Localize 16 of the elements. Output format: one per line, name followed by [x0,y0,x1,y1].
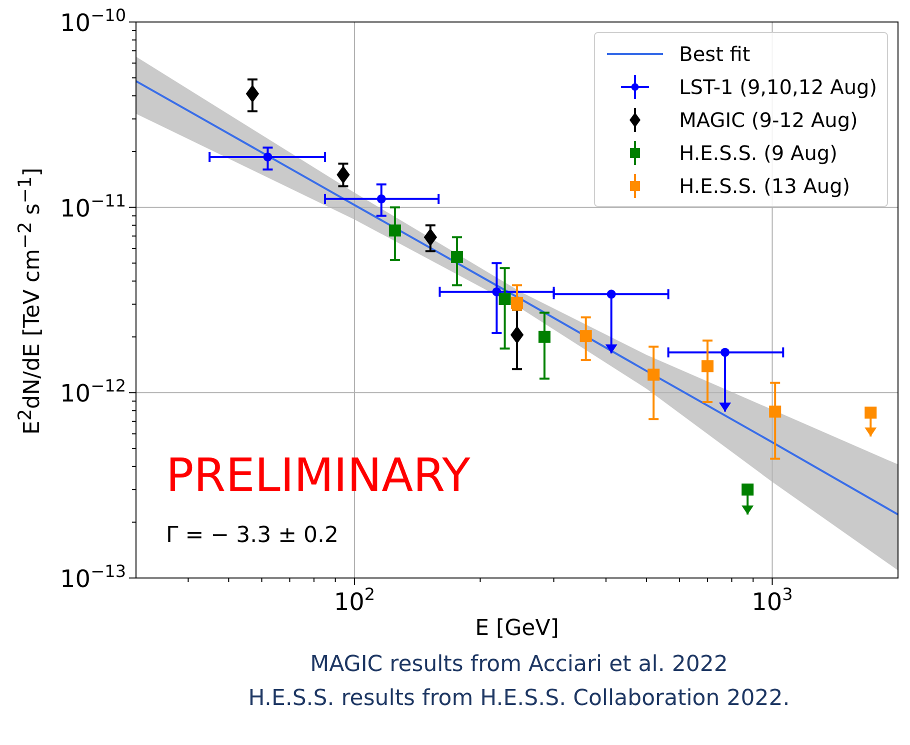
y-tick-label: 10$^{−10}$ [60,5,126,37]
annotation: PRELIMINARY [166,448,470,502]
text: H.E.S.S. results from H.E.S.S. Collaboration 2022. [247,685,791,713]
legend-label: H.E.S.S. (9 Aug) [679,140,838,164]
legend-label: MAGIC (9-12 Aug) [679,108,858,132]
y-tick-label: 10$^{−13}$ [60,561,126,593]
legend-label: Best fit [679,42,750,66]
legend-label: H.E.S.S. (13 Aug) [679,174,850,198]
y-tick-label: 10$^{−11}$ [60,190,126,222]
x-tick-label: 10$^{3}$ [752,584,793,616]
text: MAGIC results from Acciari et al. 2022 [309,651,729,679]
y-tick-label: 10$^{−12}$ [60,376,126,408]
legend-label: LST-1 (9,10,12 Aug) [679,74,877,98]
annotation: Γ = − 3.3 ± 0.2 [166,523,338,548]
x-tick-label: 10$^{2}$ [334,584,376,616]
x-axis-title: E [GeV] [474,616,560,641]
